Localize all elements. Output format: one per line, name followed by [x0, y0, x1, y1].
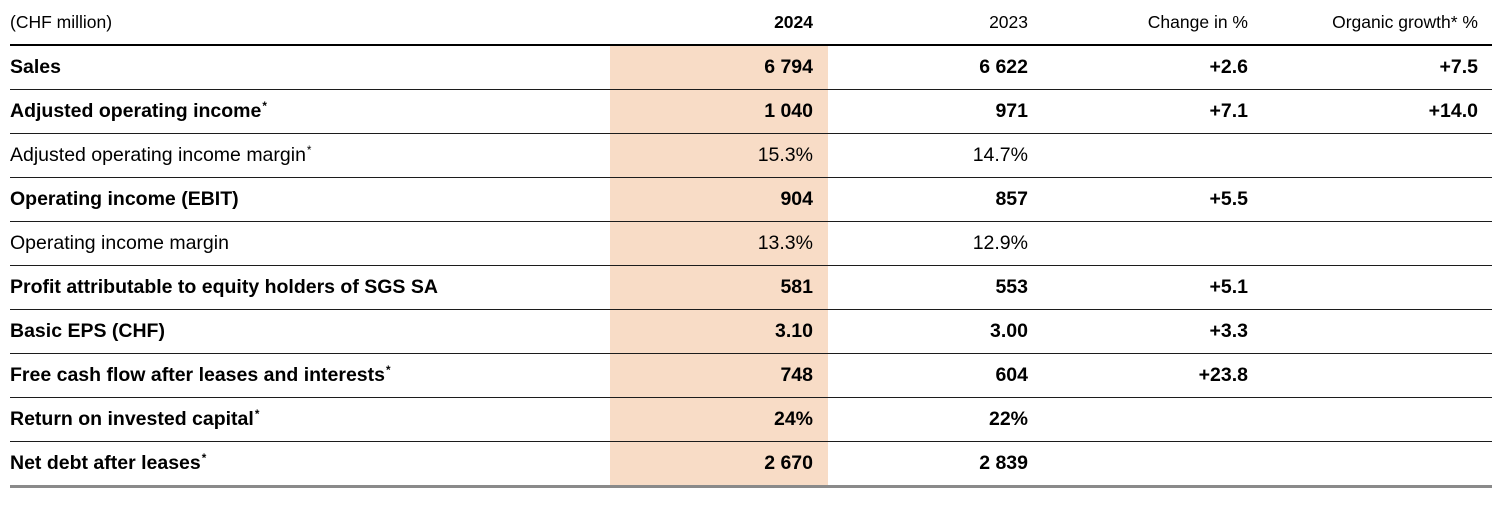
table-body: Sales 6 794 6 622 +2.6 +7.5 Adjusted operatin… — [10, 45, 1492, 487]
value-organic-growth — [1262, 442, 1492, 487]
value-change: +7.1 — [1209, 100, 1249, 122]
value-change — [1042, 442, 1262, 487]
value-change: +5.1 — [1209, 276, 1249, 298]
financial-summary: (CHF million) 2024 2023 Change in % Orga… — [10, 0, 1492, 488]
value-2024: 2 670 — [610, 441, 828, 487]
value-organic-growth: +14.0 — [1428, 100, 1478, 122]
value-change — [1042, 134, 1262, 178]
footnote-marker: * — [306, 143, 312, 157]
value-2023: 604 — [995, 364, 1028, 386]
value-organic-growth — [1262, 266, 1492, 310]
row-label: Net debt after leases* — [10, 451, 207, 474]
row-label: Free cash flow after leases and interest… — [10, 363, 391, 386]
value-change: +5.5 — [1209, 188, 1249, 210]
value-2023: 22% — [988, 408, 1028, 430]
value-2024: 13.3% — [610, 221, 828, 266]
row-label: Adjusted operating income margin* — [10, 143, 312, 166]
value-2024: 581 — [610, 265, 828, 310]
table-row: Free cash flow after leases and interest… — [10, 353, 1492, 398]
row-label: Basic EPS (CHF) — [10, 320, 165, 342]
value-2024: 6 794 — [610, 45, 828, 90]
value-change: +2.6 — [1209, 56, 1249, 78]
footnote-marker: * — [201, 451, 207, 465]
header-row: (CHF million) 2024 2023 Change in % Orga… — [10, 0, 1492, 45]
value-change: +3.3 — [1209, 320, 1249, 342]
unit-label: (CHF million) — [10, 11, 113, 32]
value-organic-growth — [1262, 398, 1492, 442]
value-organic-growth: +7.5 — [1439, 56, 1479, 78]
value-2024: 1 040 — [610, 89, 828, 134]
value-2023: 6 622 — [979, 56, 1028, 78]
table-row: Net debt after leases* 2 670 2 839 — [10, 441, 1492, 487]
table-row: Adjusted operating income* 1 040 971 +7.1 +1… — [10, 89, 1492, 134]
value-2024: 748 — [610, 353, 828, 398]
value-organic-growth — [1262, 310, 1492, 354]
value-2023: 971 — [995, 100, 1028, 122]
value-2023: 553 — [995, 276, 1028, 298]
financial-summary-table: (CHF million) 2024 2023 Change in % Orga… — [10, 0, 1492, 488]
table-row: Sales 6 794 6 622 +2.6 +7.5 — [10, 45, 1492, 90]
value-2023: 2 839 — [979, 452, 1028, 474]
value-change: +23.8 — [1198, 364, 1248, 386]
value-organic-growth — [1262, 134, 1492, 178]
row-label: Profit attributable to equity holders of… — [10, 276, 438, 298]
row-label: Sales — [10, 56, 61, 78]
value-2024: 3.10 — [610, 309, 828, 354]
value-change — [1042, 222, 1262, 266]
value-change — [1042, 398, 1262, 442]
value-organic-growth — [1262, 178, 1492, 222]
column-header-2023: 2023 — [989, 11, 1028, 32]
footnote-marker: * — [262, 99, 267, 113]
row-label: Operating income margin — [10, 232, 229, 254]
column-header-organic-growth: Organic growth* % — [1332, 11, 1478, 32]
value-organic-growth — [1262, 354, 1492, 398]
row-label: Adjusted operating income* — [10, 99, 267, 122]
table-row: Operating income margin 13.3% 12.9% — [10, 221, 1492, 266]
table-row: Return on invested capital* 24% 22% — [10, 397, 1492, 442]
footnote-marker: * — [254, 407, 260, 421]
row-label: Return on invested capital* — [10, 407, 260, 430]
table-row: Profit attributable to equity holders of… — [10, 265, 1492, 310]
table-row: Adjusted operating income margin* 15.3% 14… — [10, 133, 1492, 178]
row-label: Operating income (EBIT) — [10, 188, 239, 210]
value-2023: 3.00 — [990, 320, 1028, 342]
column-header-change: Change in % — [1147, 11, 1248, 32]
footnote-marker: * — [386, 363, 391, 377]
value-2024: 15.3% — [610, 133, 828, 178]
table-row: Basic EPS (CHF) 3.10 3.00 +3.3 — [10, 309, 1492, 354]
value-2023: 14.7% — [972, 144, 1028, 166]
value-2024: 904 — [610, 177, 828, 222]
column-header-2024: 2024 — [774, 11, 813, 32]
value-2024: 24% — [610, 397, 828, 442]
value-2023: 857 — [995, 188, 1028, 210]
value-2023: 12.9% — [972, 232, 1028, 254]
value-organic-growth — [1262, 222, 1492, 266]
table-row: Operating income (EBIT) 904 857 +5.5 — [10, 177, 1492, 222]
